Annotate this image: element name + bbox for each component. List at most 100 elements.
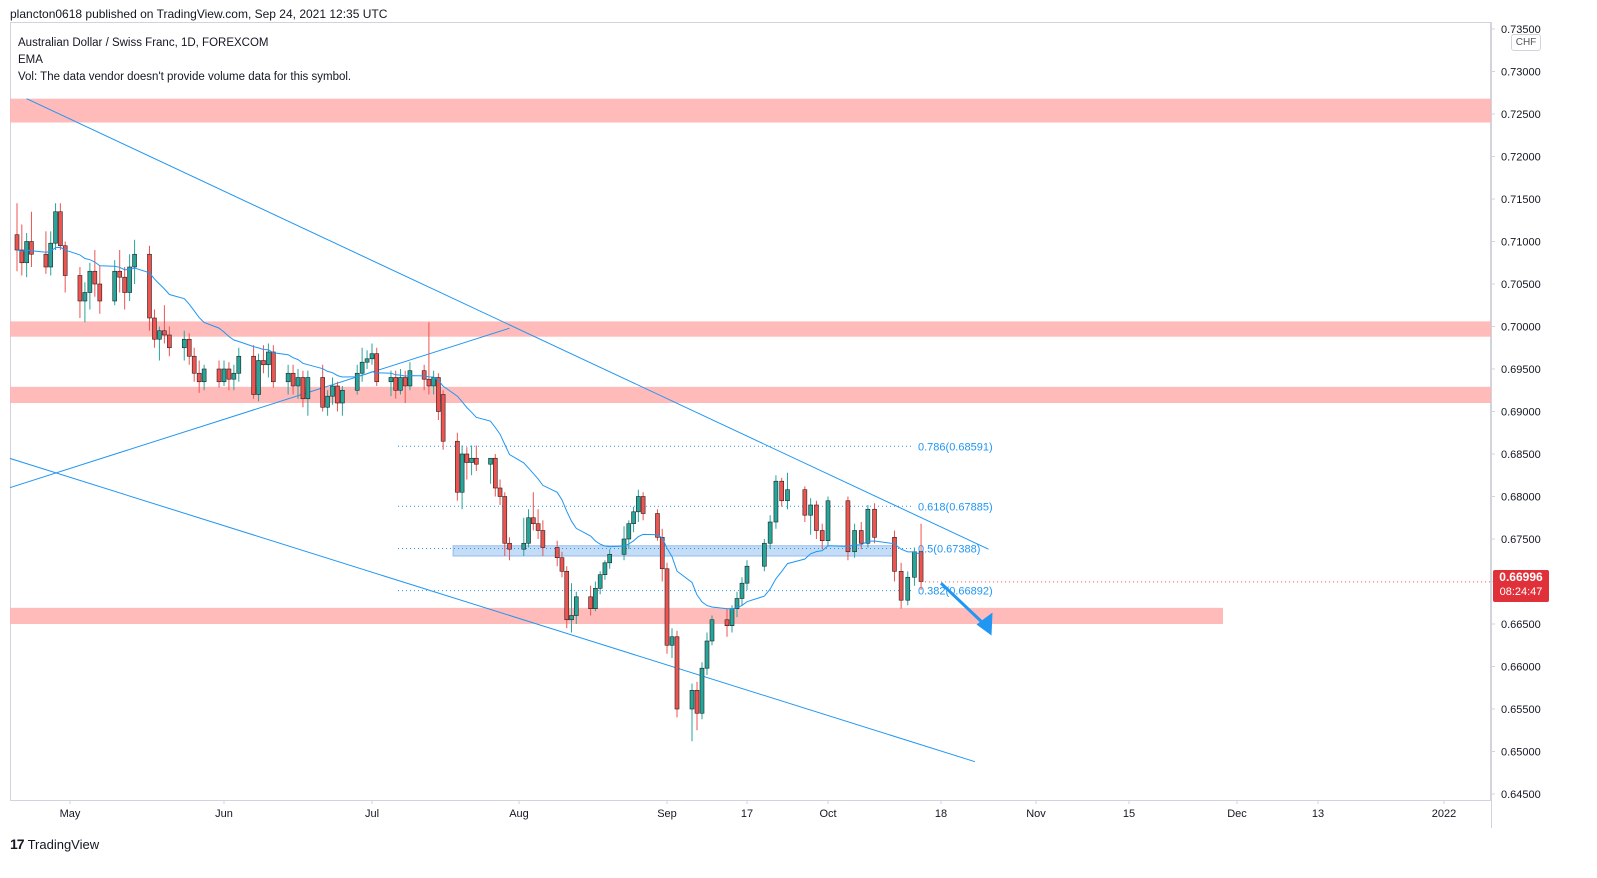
candle-body — [325, 395, 330, 408]
x-tick-label: 18 — [935, 808, 947, 820]
candle-body — [305, 377, 311, 400]
candle-body — [492, 457, 498, 489]
trendline-1 — [10, 457, 976, 763]
candle-body — [426, 378, 432, 387]
candle-body — [231, 372, 237, 380]
candle-body — [459, 453, 465, 493]
x-tick-label: Oct — [819, 808, 836, 820]
candle-body — [393, 377, 399, 391]
candle-body — [398, 377, 403, 391]
y-tick-label: 0.71500 — [1501, 194, 1541, 206]
direction-arrow-shaft — [939, 582, 986, 626]
y-tick-label: 0.65500 — [1501, 704, 1541, 716]
x-tick-label: 13 — [1312, 808, 1324, 820]
y-tick-label: 0.73000 — [1501, 67, 1541, 79]
candle-body — [669, 636, 675, 646]
y-tick-label: 0.72000 — [1501, 152, 1541, 164]
candle-body — [535, 523, 541, 531]
candle-body — [734, 598, 740, 609]
candle-body — [469, 457, 474, 463]
last-price-label: 0.66996 08:24:47 — [1493, 570, 1549, 602]
candle-body — [912, 551, 917, 578]
last-price-value: 0.66996 — [1499, 570, 1543, 584]
candle-body — [621, 538, 627, 555]
time-axis-border — [10, 800, 1491, 801]
candle-body — [82, 292, 88, 302]
y-tick-label: 0.70500 — [1501, 279, 1541, 291]
candle-body — [147, 253, 152, 319]
candle-body — [330, 385, 335, 397]
candle-body — [62, 245, 68, 276]
volume-note[interactable]: Vol: The data vendor doesn't provide vol… — [18, 71, 352, 83]
x-tick-label: 2022 — [1432, 808, 1456, 820]
candle-body — [636, 496, 641, 513]
currency-badge[interactable]: CHF — [1511, 34, 1541, 51]
candle-body — [300, 377, 306, 400]
candle-body — [858, 530, 864, 544]
candle-body — [455, 440, 460, 493]
candle-body — [918, 551, 924, 582]
candle-body — [226, 368, 232, 380]
candle-body — [767, 521, 773, 544]
candle-body — [92, 270, 98, 285]
x-tick-label: Aug — [509, 808, 529, 820]
x-tick-label: May — [60, 808, 81, 820]
candle-body — [122, 276, 127, 293]
zone-resistance-0 — [10, 98, 1491, 123]
candle-body — [261, 360, 266, 366]
candle-body — [779, 480, 785, 502]
x-tick-label: Nov — [1026, 808, 1046, 820]
candle-body — [626, 523, 632, 540]
candle-body — [488, 457, 493, 465]
candle-body — [29, 241, 34, 255]
candle-body — [436, 377, 441, 412]
candle-body — [905, 576, 911, 601]
y-tick-label: 0.71000 — [1501, 237, 1541, 249]
x-tick-label: Jul — [365, 808, 379, 820]
candle-body — [564, 570, 570, 621]
tradingview-logo-icon: 17 — [10, 836, 25, 852]
candle-body — [607, 553, 613, 564]
ema-indicator-label[interactable]: EMA — [18, 54, 43, 66]
y-tick-label: 0.68000 — [1501, 492, 1541, 504]
zone-support-3 — [10, 607, 1223, 624]
candle-body — [340, 389, 345, 404]
y-tick-label: 0.70000 — [1501, 322, 1541, 334]
candle-body — [335, 385, 340, 404]
candle-body — [689, 689, 695, 710]
candle-body — [588, 596, 593, 609]
candle-body — [191, 355, 197, 374]
candle-body — [421, 370, 427, 380]
candle-body — [729, 608, 735, 627]
candle-body — [872, 508, 877, 538]
candle-body — [819, 530, 825, 541]
candle-body — [48, 242, 54, 268]
trendline-2 — [10, 327, 510, 489]
candle-body — [521, 542, 527, 550]
candle-body — [602, 562, 608, 575]
candle-body — [802, 489, 808, 516]
candle-body — [364, 358, 370, 363]
candle-body — [704, 640, 710, 669]
candle-body — [593, 587, 598, 609]
candle-body — [762, 542, 767, 567]
fib-label-0.5: 0.5(0.67388) — [918, 544, 980, 556]
candle-body — [167, 334, 172, 349]
candle-body — [43, 253, 49, 268]
candle-body — [87, 270, 93, 293]
symbol-title[interactable]: Australian Dollar / Swiss Franc, 1D, FOR… — [18, 37, 269, 49]
candle-body — [554, 547, 560, 558]
x-tick-label: 15 — [1123, 808, 1135, 820]
candle-body — [865, 508, 871, 544]
candle-body — [359, 361, 365, 374]
fib-label-0.786: 0.786(0.68591) — [918, 441, 993, 453]
candle-body — [655, 513, 660, 538]
candle-body — [216, 368, 222, 383]
candle-body — [285, 372, 291, 383]
tradingview-brand[interactable]: 17 TradingView — [10, 836, 99, 852]
candle-body — [117, 270, 122, 278]
y-tick-label: 0.73500 — [1501, 24, 1541, 36]
price-axis-border — [1491, 22, 1492, 828]
candle-body — [559, 557, 565, 572]
